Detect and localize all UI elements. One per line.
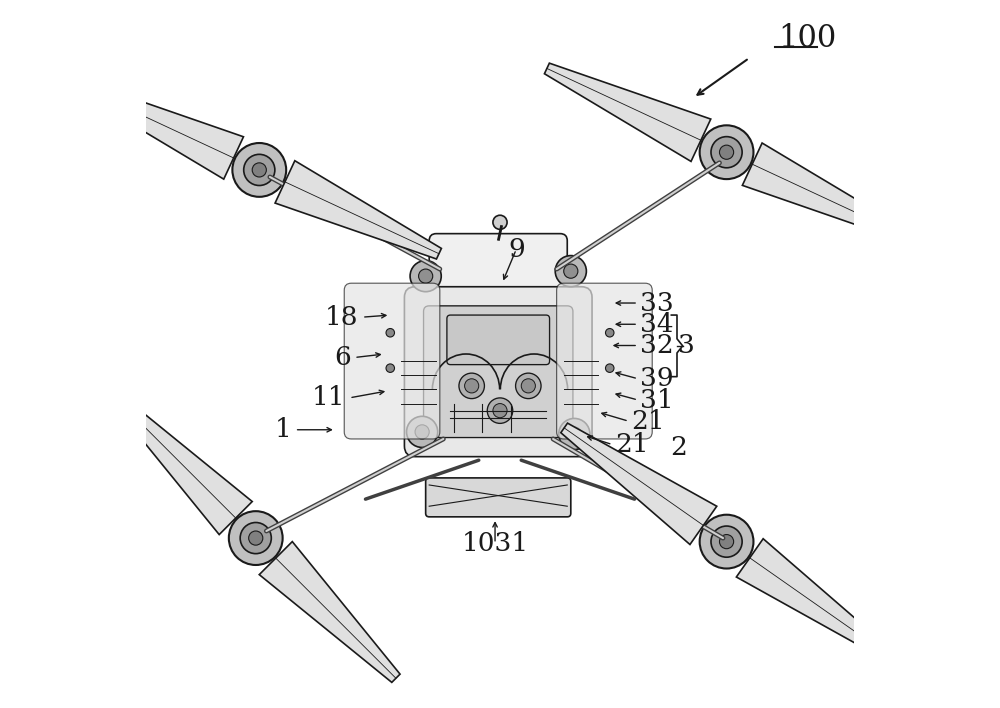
Polygon shape [275, 161, 441, 259]
Polygon shape [561, 423, 717, 544]
Text: 21: 21 [631, 409, 665, 434]
Text: 33: 33 [640, 290, 674, 316]
Circle shape [521, 379, 535, 393]
Text: 100: 100 [778, 23, 836, 55]
Text: 9: 9 [508, 236, 525, 262]
Circle shape [700, 515, 753, 569]
Circle shape [407, 416, 438, 447]
FancyBboxPatch shape [424, 306, 573, 438]
Text: 3: 3 [678, 333, 695, 358]
Circle shape [229, 511, 283, 565]
Circle shape [516, 373, 541, 399]
Circle shape [493, 404, 507, 418]
Circle shape [605, 329, 614, 337]
Circle shape [719, 145, 734, 159]
FancyBboxPatch shape [426, 478, 571, 517]
Polygon shape [259, 542, 400, 683]
Text: 39: 39 [640, 366, 674, 392]
Circle shape [252, 163, 266, 177]
Circle shape [487, 398, 513, 423]
FancyBboxPatch shape [429, 234, 567, 340]
Circle shape [493, 215, 507, 229]
Polygon shape [736, 539, 892, 660]
FancyBboxPatch shape [344, 283, 440, 439]
FancyBboxPatch shape [557, 283, 652, 439]
Circle shape [415, 425, 429, 439]
Circle shape [564, 264, 578, 278]
Circle shape [410, 261, 441, 292]
Circle shape [555, 256, 586, 287]
Text: 21: 21 [615, 432, 648, 457]
Circle shape [244, 154, 275, 185]
Text: 6: 6 [334, 345, 351, 370]
Circle shape [240, 523, 271, 554]
Text: 1031: 1031 [461, 531, 529, 556]
Circle shape [711, 137, 742, 168]
FancyBboxPatch shape [404, 287, 592, 457]
Circle shape [419, 269, 433, 283]
Circle shape [386, 364, 395, 372]
FancyBboxPatch shape [447, 315, 550, 365]
Text: 32: 32 [640, 333, 674, 358]
Circle shape [567, 427, 581, 441]
Circle shape [386, 329, 395, 337]
Text: 31: 31 [640, 387, 674, 413]
Polygon shape [77, 81, 243, 179]
Text: 18: 18 [325, 304, 358, 330]
Text: 11: 11 [312, 385, 346, 411]
Circle shape [232, 143, 286, 197]
Circle shape [711, 526, 742, 557]
Circle shape [465, 379, 479, 393]
Circle shape [719, 535, 734, 549]
Polygon shape [544, 63, 711, 161]
Circle shape [459, 373, 484, 399]
Circle shape [700, 125, 753, 179]
Circle shape [249, 531, 263, 545]
Circle shape [559, 418, 590, 450]
Text: 34: 34 [640, 312, 674, 337]
Text: 1: 1 [274, 417, 291, 442]
Polygon shape [742, 143, 909, 241]
Circle shape [605, 364, 614, 372]
Polygon shape [111, 394, 252, 535]
Text: 2: 2 [670, 435, 687, 460]
